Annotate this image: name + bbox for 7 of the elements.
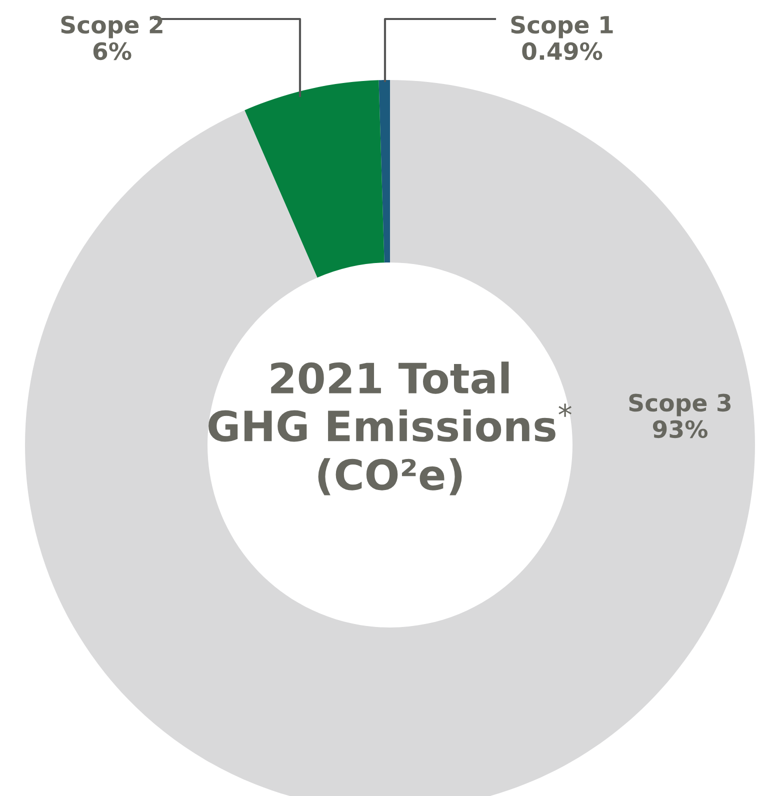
slice-label: Scope 3 — [629, 394, 731, 416]
data-label: 0.49% — [522, 42, 602, 60]
chart-title: 2021 Total GHG Emissions$^{*}$ (CO²e) — [208, 362, 572, 496]
slice-label: Scope 2 — [61, 16, 162, 38]
slice-label: Scope 1 — [511, 16, 613, 38]
data-label: 6% — [93, 42, 132, 60]
data-label: 93% — [652, 420, 708, 438]
